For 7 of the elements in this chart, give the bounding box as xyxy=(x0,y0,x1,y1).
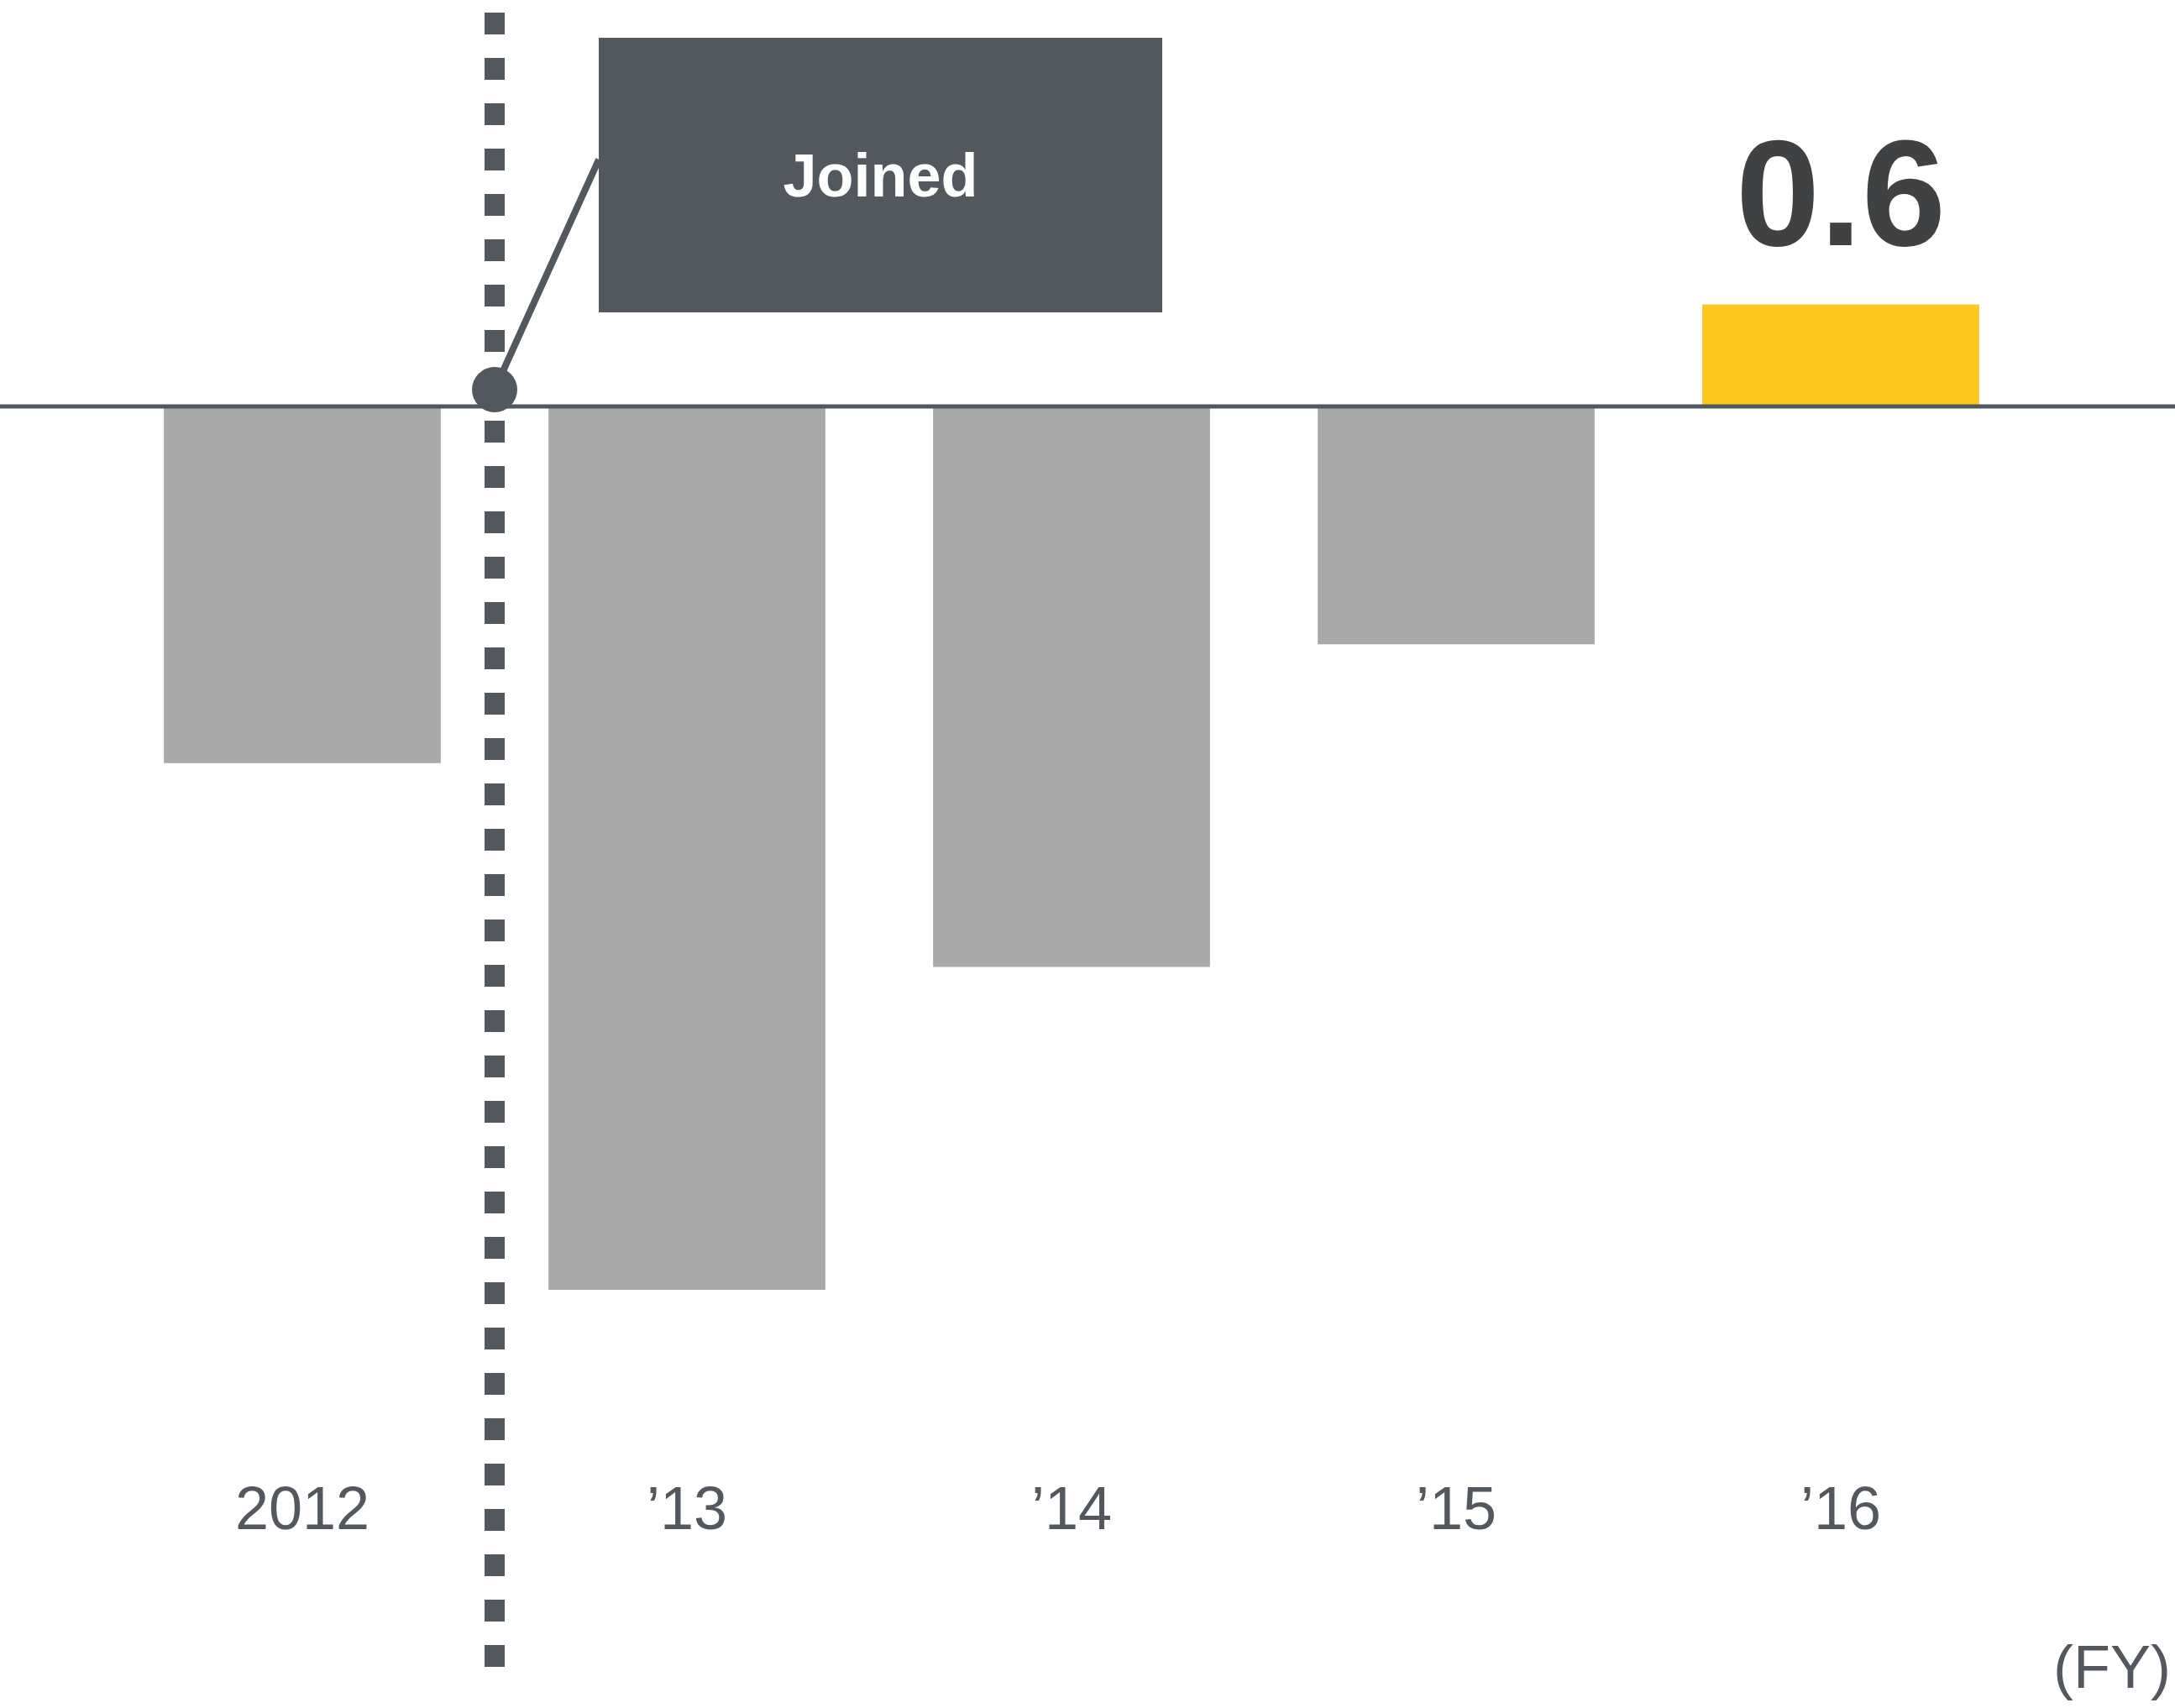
data-label: 0.6 xyxy=(1735,108,1947,278)
x-tick-label: 2012 xyxy=(234,1474,370,1542)
x-tick-label: ’15 xyxy=(1415,1474,1497,1542)
x-tick-label: ’16 xyxy=(1800,1474,1882,1542)
x-axis-title: (FY) xyxy=(2053,1632,2171,1700)
x-tick-label: ’14 xyxy=(1030,1474,1113,1542)
x-tick-label: ’13 xyxy=(646,1474,728,1542)
